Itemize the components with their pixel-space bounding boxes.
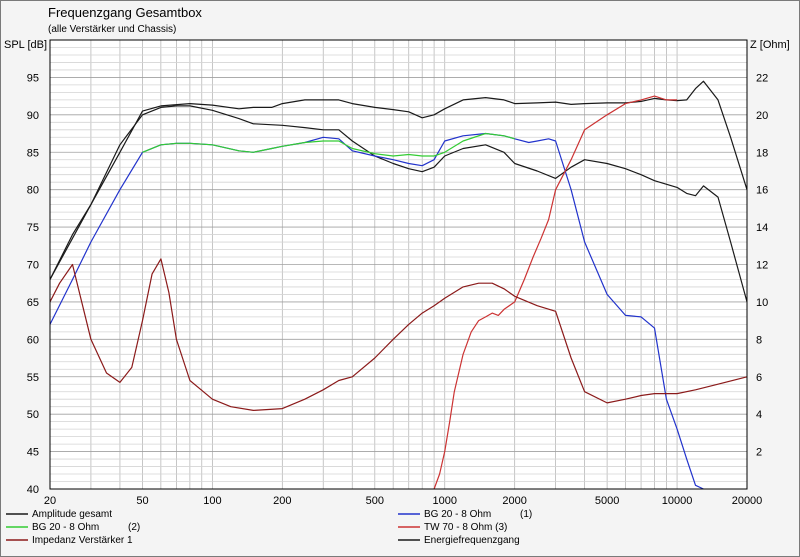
x-tick-label: 20	[44, 495, 56, 507]
series-line	[433, 95, 678, 490]
y-tick-label: 50	[27, 409, 39, 421]
y-tick-label: 45	[27, 447, 39, 459]
y-tick-label: 55	[27, 372, 39, 384]
y2-tick-label: 16	[756, 185, 768, 197]
tick-labels: 20 50 100 200 500 1000 2000 5000 10000 2000040455…	[27, 72, 769, 507]
y-tick-label: 80	[27, 185, 39, 197]
y-tick-label: 75	[27, 222, 39, 234]
y-tick-label: 40	[27, 484, 39, 496]
x-tick-label: 200	[273, 495, 291, 507]
legend-label: Impedanz Verstärker 1	[32, 535, 133, 546]
legend-label: TW 70 - 8 Ohm (3)	[424, 522, 507, 533]
y-tick-label: 70	[27, 260, 39, 272]
y2-tick-label: 12	[756, 260, 768, 272]
y-tick-label: 90	[27, 110, 39, 122]
legend-label: BG 20 - 8 Ohm	[424, 509, 491, 520]
x-tick-label: 50	[136, 495, 148, 507]
x-tick-label: 2000	[502, 495, 526, 507]
y-axis-label: SPL [dB]	[4, 39, 47, 51]
legend-label: Energiefrequenzgang	[424, 535, 520, 546]
x-tick-label: 500	[366, 495, 384, 507]
legend: Amplitude gesamt BG 20 - 8 Ohm (1) BG 20 - …	[6, 509, 532, 546]
x-tick-label: 100	[203, 495, 221, 507]
y2-tick-label: 2	[756, 447, 762, 459]
y-tick-label: 95	[27, 72, 39, 84]
x-tick-label: 20000	[732, 495, 763, 507]
y-tick-label: 60	[27, 334, 39, 346]
series-lines	[49, 80, 748, 490]
y2-tick-label: 8	[756, 334, 762, 346]
legend-label: BG 20 - 8 Ohm	[32, 522, 99, 533]
y2-tick-label: 14	[756, 222, 768, 234]
y2-tick-label: 22	[756, 72, 768, 84]
y2-tick-label: 6	[756, 372, 762, 384]
x-tick-label: 10000	[662, 495, 693, 507]
series-line	[142, 132, 515, 157]
y2-tick-label: 4	[756, 409, 762, 421]
legend-label: Amplitude gesamt	[32, 509, 112, 520]
y2-tick-label: 10	[756, 297, 768, 309]
grid	[49, 40, 748, 489]
y2-tick-label: 18	[756, 147, 768, 159]
y-tick-label: 65	[27, 297, 39, 309]
series-line	[49, 105, 748, 303]
y-tick-label: 85	[27, 147, 39, 159]
legend-suffix: (1)	[520, 509, 532, 520]
y2-tick-label: 20	[756, 110, 768, 122]
x-tick-label: 1000	[432, 495, 456, 507]
plot-border	[49, 39, 748, 490]
y2-axis-label: Z [Ohm]	[750, 39, 790, 51]
chart-title: Frequenzgang Gesamtbox	[48, 5, 202, 20]
legend-suffix: (2)	[128, 522, 140, 533]
x-tick-label: 5000	[595, 495, 619, 507]
series-line	[49, 258, 748, 411]
chart-subtitle: (alle Verstärker und Chassis)	[48, 24, 176, 35]
